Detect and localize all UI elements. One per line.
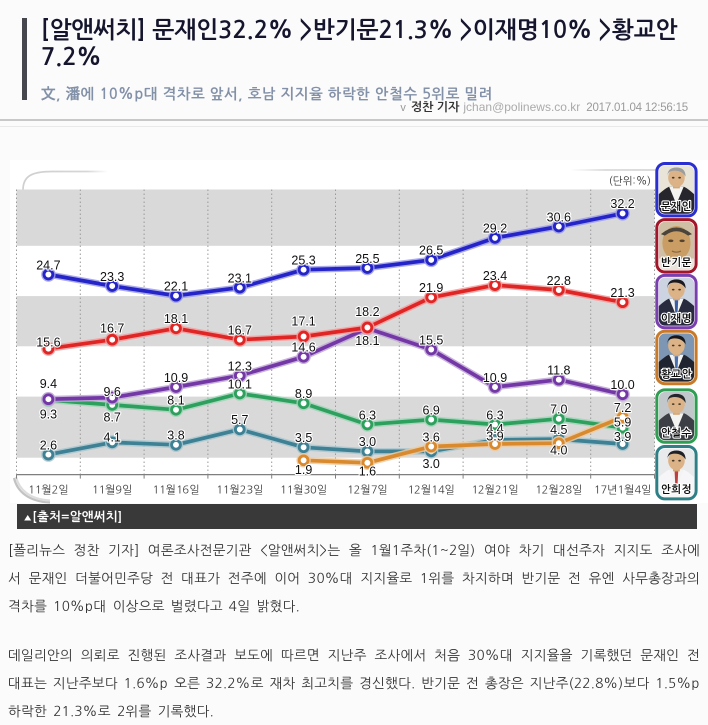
svg-text:안희정: 안희정 [661,484,692,495]
svg-text:8.1: 8.1 [167,394,184,408]
svg-text:3.0: 3.0 [359,435,376,449]
svg-text:22.1: 22.1 [164,280,188,294]
svg-text:1.9: 1.9 [295,463,312,477]
svg-text:15.5: 15.5 [419,333,443,347]
svg-text:3.9: 3.9 [614,430,631,444]
svg-text:안철수: 안철수 [661,426,692,438]
svg-text:2.6: 2.6 [40,438,57,452]
svg-text:29.2: 29.2 [483,222,507,236]
svg-text:6.9: 6.9 [423,403,440,417]
svg-text:10.1: 10.1 [228,377,252,391]
svg-text:9.4: 9.4 [40,377,57,391]
svg-text:4.5: 4.5 [550,423,567,437]
svg-text:32.2: 32.2 [610,197,634,211]
svg-text:3.9: 3.9 [486,429,503,443]
svg-text:16.7: 16.7 [228,324,252,338]
svg-text:11.8: 11.8 [547,364,570,378]
svg-text:18.1: 18.1 [355,334,379,348]
svg-text:황교안: 황교안 [661,368,692,380]
svg-text:반기문: 반기문 [661,257,692,268]
svg-text:11월2일: 11월2일 [28,484,69,496]
svg-text:3.6: 3.6 [423,430,440,444]
svg-text:11월16일: 11월16일 [152,484,199,496]
svg-text:30.6: 30.6 [547,210,571,224]
svg-text:5.7: 5.7 [231,413,248,427]
svg-text:7.2: 7.2 [614,401,631,415]
svg-text:이재명: 이재명 [661,313,692,324]
svg-text:15.6: 15.6 [36,336,60,350]
svg-text:4.4: 4.4 [486,422,503,436]
svg-text:8.9: 8.9 [295,387,312,401]
svg-text:21.3: 21.3 [610,286,634,300]
svg-text:3.0: 3.0 [423,457,440,471]
svg-text:23.1: 23.1 [228,271,252,285]
svg-text:8.7: 8.7 [104,410,121,424]
svg-text:9.3: 9.3 [40,408,57,422]
svg-text:4.1: 4.1 [104,431,121,445]
svg-text:10.9: 10.9 [164,371,188,385]
svg-text:12월21일: 12월21일 [471,484,518,496]
svg-text:18.2: 18.2 [355,305,379,319]
svg-text:12월14일: 12월14일 [408,484,455,496]
svg-text:25.5: 25.5 [355,252,379,266]
svg-text:(단위:%): (단위:%) [609,176,651,187]
svg-text:12월28일: 12월28일 [535,484,582,496]
svg-text:16.7: 16.7 [100,322,124,336]
svg-text:23.3: 23.3 [100,270,124,284]
svg-text:문재인: 문재인 [661,201,692,212]
svg-text:17.1: 17.1 [291,314,315,328]
svg-text:17년1월4일: 17년1월4일 [594,484,652,496]
svg-text:18.1: 18.1 [164,312,188,326]
svg-text:24.7: 24.7 [36,258,60,272]
svg-text:10.0: 10.0 [610,378,634,392]
svg-text:11월9일: 11월9일 [92,484,133,496]
svg-text:12.3: 12.3 [228,359,252,373]
svg-text:11월30일: 11월30일 [280,484,327,496]
svg-text:21.9: 21.9 [419,281,443,295]
svg-text:6.3: 6.3 [486,408,503,422]
svg-text:12월7일: 12월7일 [347,484,388,496]
svg-text:3.5: 3.5 [295,431,312,445]
svg-text:23.4: 23.4 [483,269,507,283]
svg-text:6.3: 6.3 [359,408,376,422]
svg-text:11월23일: 11월23일 [216,484,263,496]
svg-text:22.8: 22.8 [547,274,571,288]
svg-text:7.0: 7.0 [550,403,567,417]
svg-text:9.6: 9.6 [104,385,121,399]
svg-text:4.0: 4.0 [550,444,567,458]
svg-text:3.8: 3.8 [167,429,184,443]
svg-text:26.5: 26.5 [419,244,443,258]
svg-text:10.9: 10.9 [483,371,507,385]
svg-text:5.9: 5.9 [614,416,631,430]
svg-text:14.6: 14.6 [291,341,315,355]
svg-text:1.6: 1.6 [359,464,376,478]
svg-text:25.3: 25.3 [291,254,315,268]
